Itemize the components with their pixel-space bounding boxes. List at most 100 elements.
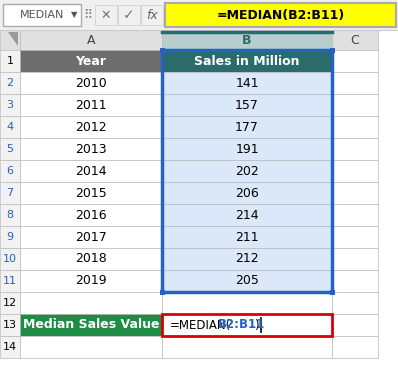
Bar: [141, 5, 163, 25]
Bar: [20, 270, 162, 292]
Bar: [162, 160, 332, 182]
Bar: [332, 292, 378, 314]
Text: ): ): [254, 319, 259, 331]
Bar: [95, 5, 117, 25]
Text: 11: 11: [3, 276, 17, 286]
Bar: [162, 226, 332, 248]
Bar: [332, 204, 378, 226]
Bar: [20, 336, 162, 358]
Bar: [0, 270, 20, 292]
Bar: [0, 160, 20, 182]
Text: 2010: 2010: [75, 77, 107, 89]
Text: 2012: 2012: [75, 121, 107, 133]
Text: 2018: 2018: [75, 252, 107, 266]
Bar: [162, 138, 332, 160]
Bar: [0, 292, 20, 314]
Text: 2019: 2019: [75, 275, 107, 287]
Bar: [20, 182, 162, 204]
Bar: [162, 94, 332, 116]
Bar: [0, 204, 20, 226]
Text: 14: 14: [3, 342, 17, 352]
Text: 10: 10: [3, 254, 17, 264]
Bar: [162, 72, 332, 94]
Bar: [332, 248, 378, 270]
Bar: [0, 116, 20, 138]
Text: 8: 8: [6, 210, 14, 220]
Bar: [332, 30, 378, 50]
Text: MEDIAN: MEDIAN: [20, 10, 64, 20]
Text: 2013: 2013: [75, 142, 107, 156]
Text: 9: 9: [6, 232, 14, 242]
Bar: [20, 138, 162, 160]
Bar: [20, 50, 162, 72]
Bar: [162, 204, 332, 226]
Bar: [20, 94, 162, 116]
Bar: [162, 50, 332, 292]
Text: Sales in Million: Sales in Million: [194, 54, 300, 68]
Bar: [332, 336, 378, 358]
Bar: [162, 292, 332, 314]
Bar: [162, 314, 332, 336]
Text: 12: 12: [3, 298, 17, 308]
Bar: [162, 336, 332, 358]
Text: 141: 141: [235, 77, 259, 89]
Text: 191: 191: [235, 142, 259, 156]
Text: 4: 4: [6, 122, 14, 132]
Bar: [0, 336, 20, 358]
Text: 205: 205: [235, 275, 259, 287]
Text: ▼: ▼: [71, 11, 77, 19]
Text: A: A: [87, 33, 95, 47]
Bar: [162, 30, 332, 50]
Bar: [332, 160, 378, 182]
Text: 212: 212: [235, 252, 259, 266]
Bar: [3, 4, 81, 26]
Text: fx: fx: [146, 9, 158, 21]
Bar: [20, 116, 162, 138]
Bar: [162, 248, 332, 270]
Bar: [332, 270, 378, 292]
Text: B: B: [242, 33, 252, 47]
Text: 2: 2: [6, 78, 14, 88]
Text: 157: 157: [235, 98, 259, 112]
Bar: [160, 289, 164, 294]
Bar: [0, 0, 398, 30]
Text: ✓: ✓: [123, 8, 135, 22]
Text: 7: 7: [6, 188, 14, 198]
Bar: [0, 94, 20, 116]
Bar: [0, 226, 20, 248]
Text: ✕: ✕: [101, 9, 111, 21]
Bar: [332, 226, 378, 248]
Text: ⠿: ⠿: [84, 9, 93, 21]
Bar: [0, 314, 20, 336]
Text: 1: 1: [6, 56, 14, 66]
Bar: [0, 50, 20, 72]
Text: C: C: [351, 33, 359, 47]
Bar: [0, 138, 20, 160]
Bar: [20, 160, 162, 182]
Bar: [20, 72, 162, 94]
Bar: [20, 204, 162, 226]
Bar: [332, 314, 378, 336]
Bar: [20, 248, 162, 270]
Text: 214: 214: [235, 209, 259, 221]
Text: 13: 13: [3, 320, 17, 330]
Text: Median Sales Value: Median Sales Value: [23, 319, 159, 331]
Bar: [162, 270, 332, 292]
Text: 2016: 2016: [75, 209, 107, 221]
Text: B2:B11: B2:B11: [218, 319, 265, 331]
Bar: [0, 248, 20, 270]
Bar: [330, 289, 334, 294]
Text: 2011: 2011: [75, 98, 107, 112]
Text: 206: 206: [235, 186, 259, 200]
Text: 2017: 2017: [75, 231, 107, 244]
Bar: [165, 3, 396, 27]
Bar: [0, 182, 20, 204]
Bar: [332, 182, 378, 204]
Bar: [162, 50, 332, 72]
Text: Year: Year: [76, 54, 107, 68]
Bar: [330, 47, 334, 53]
Bar: [20, 314, 162, 336]
Bar: [332, 138, 378, 160]
Bar: [332, 116, 378, 138]
Text: 211: 211: [235, 231, 259, 244]
